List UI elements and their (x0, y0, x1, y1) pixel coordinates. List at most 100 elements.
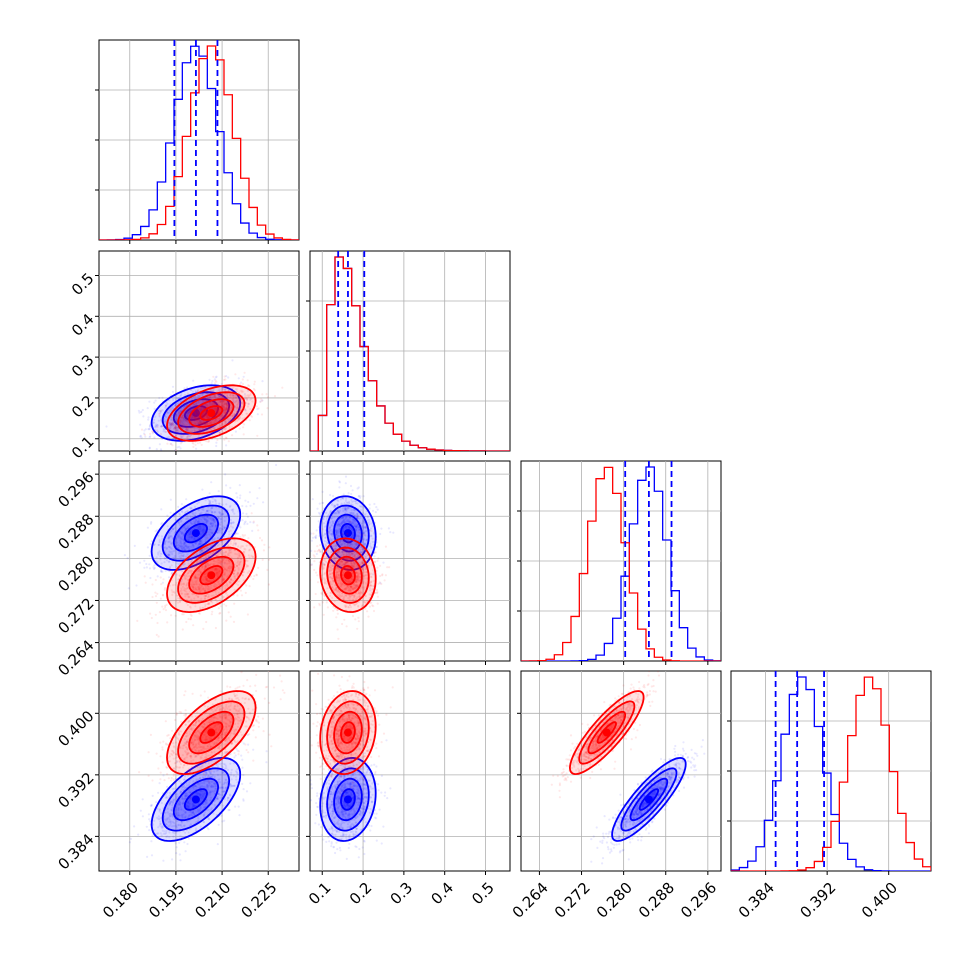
scatter-point (230, 414, 233, 417)
scatter-point (194, 422, 197, 425)
scatter-point (210, 519, 214, 522)
scatter-point (219, 400, 222, 403)
scatter-point (223, 411, 226, 414)
scatter-point (314, 535, 317, 538)
scatter-point (182, 425, 185, 428)
scatter-point (225, 413, 228, 416)
scatter-point (197, 527, 200, 530)
scatter-point (243, 523, 246, 526)
scatter-point (228, 404, 232, 407)
y-tick-label: 0.280 (54, 552, 97, 595)
scatter-point (231, 398, 234, 401)
scatter-point (244, 409, 247, 412)
scatter-point (219, 515, 222, 518)
scatter-point (372, 609, 376, 613)
scatter-point (209, 389, 212, 392)
scatter-point (225, 411, 228, 414)
scatter-point (167, 576, 171, 579)
scatter-point (194, 421, 197, 424)
scatter-point (237, 400, 240, 403)
scatter-point (206, 516, 209, 519)
scatter-point (242, 390, 245, 393)
scatter-point (310, 539, 313, 542)
scatter-point (233, 394, 236, 397)
scatter-point (157, 553, 160, 556)
scatter-point (203, 399, 207, 402)
y-tick-label: 0.296 (54, 468, 97, 511)
scatter-point (220, 399, 223, 403)
scatter-point (176, 446, 179, 449)
scatter-point (154, 578, 157, 582)
scatter-point (223, 401, 226, 404)
scatter-point (205, 397, 208, 400)
scatter-point (171, 418, 174, 421)
scatter-point (226, 386, 229, 389)
scatter-point (209, 396, 212, 399)
scatter-point (199, 512, 202, 515)
scatter-point (243, 408, 247, 411)
scatter-point (226, 407, 229, 410)
scatter-point (172, 398, 175, 401)
scatter-point (167, 537, 170, 540)
scatter-point (186, 427, 189, 430)
scatter-point (208, 492, 211, 495)
scatter-point (198, 543, 201, 546)
scatter-point (167, 424, 170, 427)
scatter-point (205, 520, 208, 524)
scatter-point (186, 386, 189, 389)
scatter-point (181, 547, 184, 550)
scatter-point (312, 532, 315, 535)
scatter-point (249, 398, 252, 401)
scatter-point (185, 498, 188, 501)
scatter-point (370, 601, 373, 604)
scatter-point (225, 408, 228, 411)
scatter-point (207, 533, 210, 536)
scatter-point (321, 528, 324, 531)
scatter-point (266, 396, 270, 399)
scatter-point (207, 520, 210, 523)
scatter-point (374, 537, 377, 541)
scatter-point (180, 554, 183, 557)
scatter-point (223, 420, 227, 423)
scatter-point (240, 389, 244, 392)
scatter-point (206, 518, 209, 521)
scatter-point (145, 562, 148, 566)
scatter-point (229, 395, 232, 399)
scatter-point (227, 419, 230, 422)
scatter-point (236, 388, 239, 391)
scatter-point (207, 427, 210, 430)
scatter-point (140, 436, 143, 439)
scatter-point (199, 441, 202, 444)
scatter-point (215, 444, 218, 448)
scatter-point (261, 399, 264, 402)
scatter-point (203, 529, 206, 532)
scatter-point (171, 422, 174, 425)
scatter-point (193, 403, 196, 406)
scatter-point (225, 604, 228, 607)
scatter-point (202, 407, 205, 410)
scatter-point (197, 401, 200, 404)
scatter-point (223, 519, 226, 523)
scatter-point (201, 488, 204, 491)
scatter-point (160, 425, 163, 428)
scatter-point (220, 394, 223, 397)
scatter-point (203, 424, 207, 427)
scatter-point (238, 383, 241, 386)
scatter-point (219, 605, 222, 608)
scatter-point (181, 414, 184, 417)
scatter-point (197, 434, 200, 437)
scatter-point (158, 414, 161, 417)
scatter-point (205, 414, 208, 417)
scatter-point (201, 427, 204, 430)
scatter-point (161, 396, 164, 399)
scatter-point (225, 407, 228, 410)
scatter-point (193, 397, 196, 400)
scatter-point (166, 621, 169, 624)
scatter-point (148, 446, 151, 449)
scatter-point (193, 411, 196, 414)
scatter-point (156, 425, 159, 429)
scatter-point (231, 434, 234, 437)
scatter-point (244, 395, 247, 398)
scatter-point (166, 411, 169, 414)
scatter-point (172, 423, 175, 426)
